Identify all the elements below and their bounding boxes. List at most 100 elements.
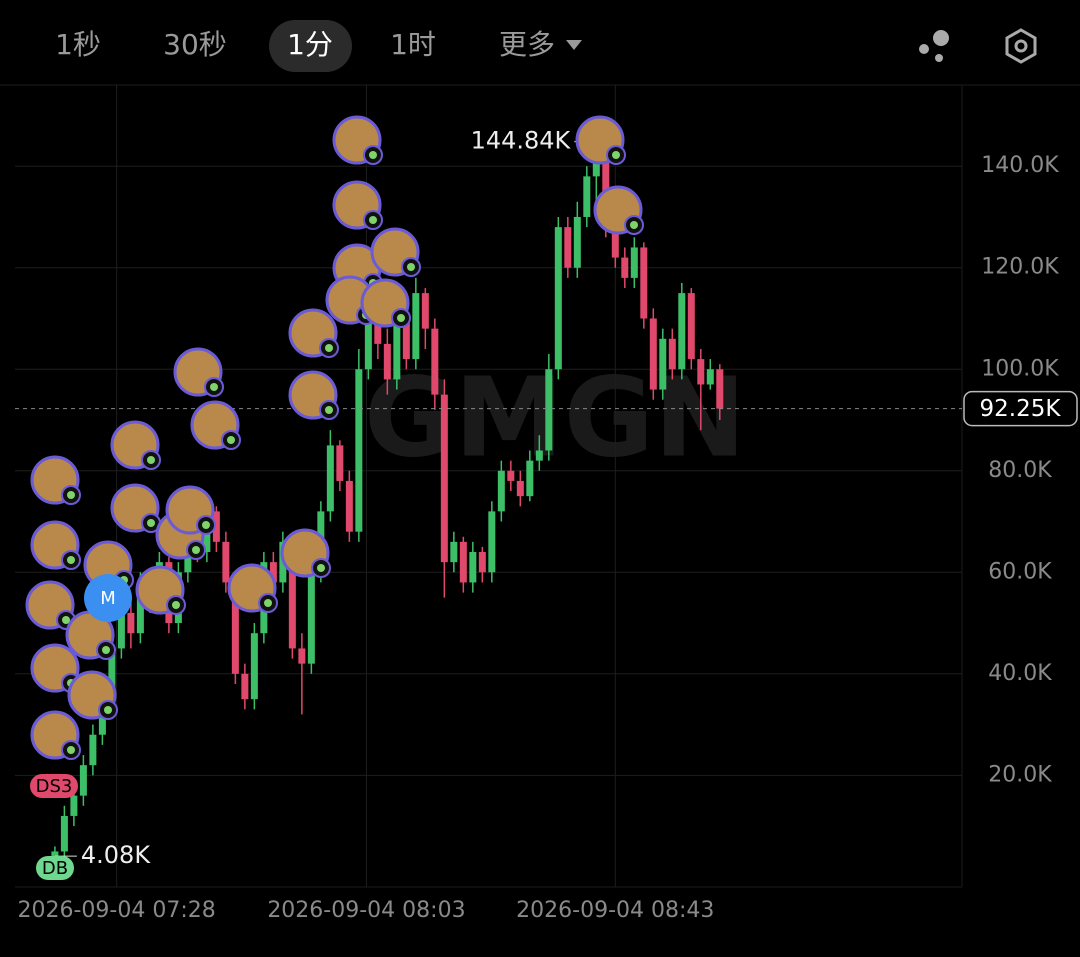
candle-body xyxy=(231,582,239,674)
dropdown-arrow[interactable] xyxy=(566,40,582,50)
marker-badge xyxy=(36,856,74,880)
tab[interactable]: 1时 xyxy=(390,28,436,61)
y-tick-label: 120.0K xyxy=(981,255,1059,280)
avatar-badge-icon xyxy=(67,556,75,564)
candle-body xyxy=(564,227,572,268)
candle-body xyxy=(459,541,467,583)
y-tick-label: 20.0K xyxy=(988,762,1052,787)
candle-body xyxy=(136,582,144,634)
avatar-badge-icon xyxy=(147,519,155,527)
avatar-badge-icon xyxy=(227,436,235,444)
candle-body xyxy=(630,247,638,278)
y-tick-label: 100.0K xyxy=(981,356,1059,381)
candle-body xyxy=(298,648,306,664)
trade-markers: DS3 DB M xyxy=(30,574,132,880)
avatar-badge-icon xyxy=(172,601,180,609)
avatar-badge-icon xyxy=(147,456,155,464)
icon-dot xyxy=(933,30,949,46)
icon-dot xyxy=(1014,39,1028,53)
candle-body xyxy=(621,257,629,278)
candle-body xyxy=(89,734,97,766)
candle-body xyxy=(117,612,125,649)
candle-body xyxy=(79,765,87,796)
candle-body xyxy=(336,445,344,481)
avatar-badge-icon xyxy=(202,521,210,529)
candle-body xyxy=(222,541,230,583)
candle-body xyxy=(108,648,116,700)
x-tick-label: 2026-09-04 07:28 xyxy=(18,898,216,923)
candle-body xyxy=(554,227,562,370)
tab[interactable]: 1分 xyxy=(287,28,333,61)
avatar-badge-icon xyxy=(62,616,70,624)
candle-body xyxy=(706,369,714,385)
candle-body xyxy=(127,612,135,634)
candle-body xyxy=(393,318,401,380)
x-tick-label: 2026-09-04 08:43 xyxy=(516,898,714,923)
candle-body xyxy=(450,541,458,563)
settings-icon[interactable] xyxy=(1005,28,1037,64)
candle-body xyxy=(478,551,486,573)
toolbar: 1秒 30秒 1分 1时 更多 xyxy=(55,28,555,61)
candle-body xyxy=(469,551,477,583)
candle-body xyxy=(583,176,591,217)
candle-body xyxy=(545,369,553,451)
candle-body xyxy=(592,156,600,177)
candle-body xyxy=(355,369,363,532)
avatar-badge-icon xyxy=(407,263,415,271)
current-price-box xyxy=(963,390,1078,427)
avatar-badge-icon xyxy=(67,746,75,754)
avatar-badge-icon xyxy=(397,314,405,322)
candle-body xyxy=(611,227,619,258)
avatar-badge-icon xyxy=(102,646,110,654)
marker-label: DB xyxy=(42,858,68,879)
avatars xyxy=(25,115,644,760)
low-marker-label: 4.08K xyxy=(81,841,151,869)
candle-body xyxy=(649,318,657,390)
candle-body xyxy=(307,572,315,664)
candle-body xyxy=(535,450,543,461)
candle-body xyxy=(70,795,78,816)
candle-body xyxy=(668,338,676,370)
avatar-badge-icon xyxy=(104,706,112,714)
avatar-badge-icon xyxy=(630,221,638,229)
avatar-badge-icon xyxy=(210,383,218,391)
avatar-badge-icon xyxy=(192,546,200,554)
marker-badge xyxy=(30,774,78,798)
candle-body xyxy=(250,633,258,700)
watermark: GMGN xyxy=(364,353,746,481)
candle-body xyxy=(516,480,524,497)
tab[interactable]: 1秒 xyxy=(55,28,101,61)
candle-body xyxy=(488,511,496,573)
marker-label: DS3 xyxy=(36,776,73,797)
candle-body xyxy=(431,328,439,395)
candle-body xyxy=(288,541,296,649)
candle-body xyxy=(60,815,68,852)
marker-badge xyxy=(84,574,132,622)
candle-body xyxy=(440,394,448,563)
icon-dot xyxy=(935,54,943,62)
tab-highlight xyxy=(269,20,352,72)
candle-body xyxy=(421,293,429,329)
candle-body xyxy=(326,445,334,512)
current-price-label: 92.25K xyxy=(980,396,1062,422)
avatar-badge-icon xyxy=(612,151,620,159)
avatar-badge-icon xyxy=(369,151,377,159)
avatar-badge-icon xyxy=(369,216,377,224)
candle-body xyxy=(678,293,686,370)
candle-body xyxy=(640,247,648,319)
y-tick-label: 40.0K xyxy=(988,661,1052,686)
tab[interactable]: 更多 xyxy=(499,28,555,61)
candle-body xyxy=(697,359,705,385)
x-tick-label: 2026-09-04 08:03 xyxy=(267,898,465,923)
tab[interactable]: 30秒 xyxy=(163,28,227,61)
candle-body xyxy=(383,343,391,380)
y-tick-label: 80.0K xyxy=(988,458,1052,483)
candle-body xyxy=(345,480,353,532)
bubble-icon[interactable] xyxy=(919,30,949,62)
marker-label: M xyxy=(100,588,116,609)
candle-body xyxy=(51,851,59,857)
candle-body xyxy=(241,673,249,700)
